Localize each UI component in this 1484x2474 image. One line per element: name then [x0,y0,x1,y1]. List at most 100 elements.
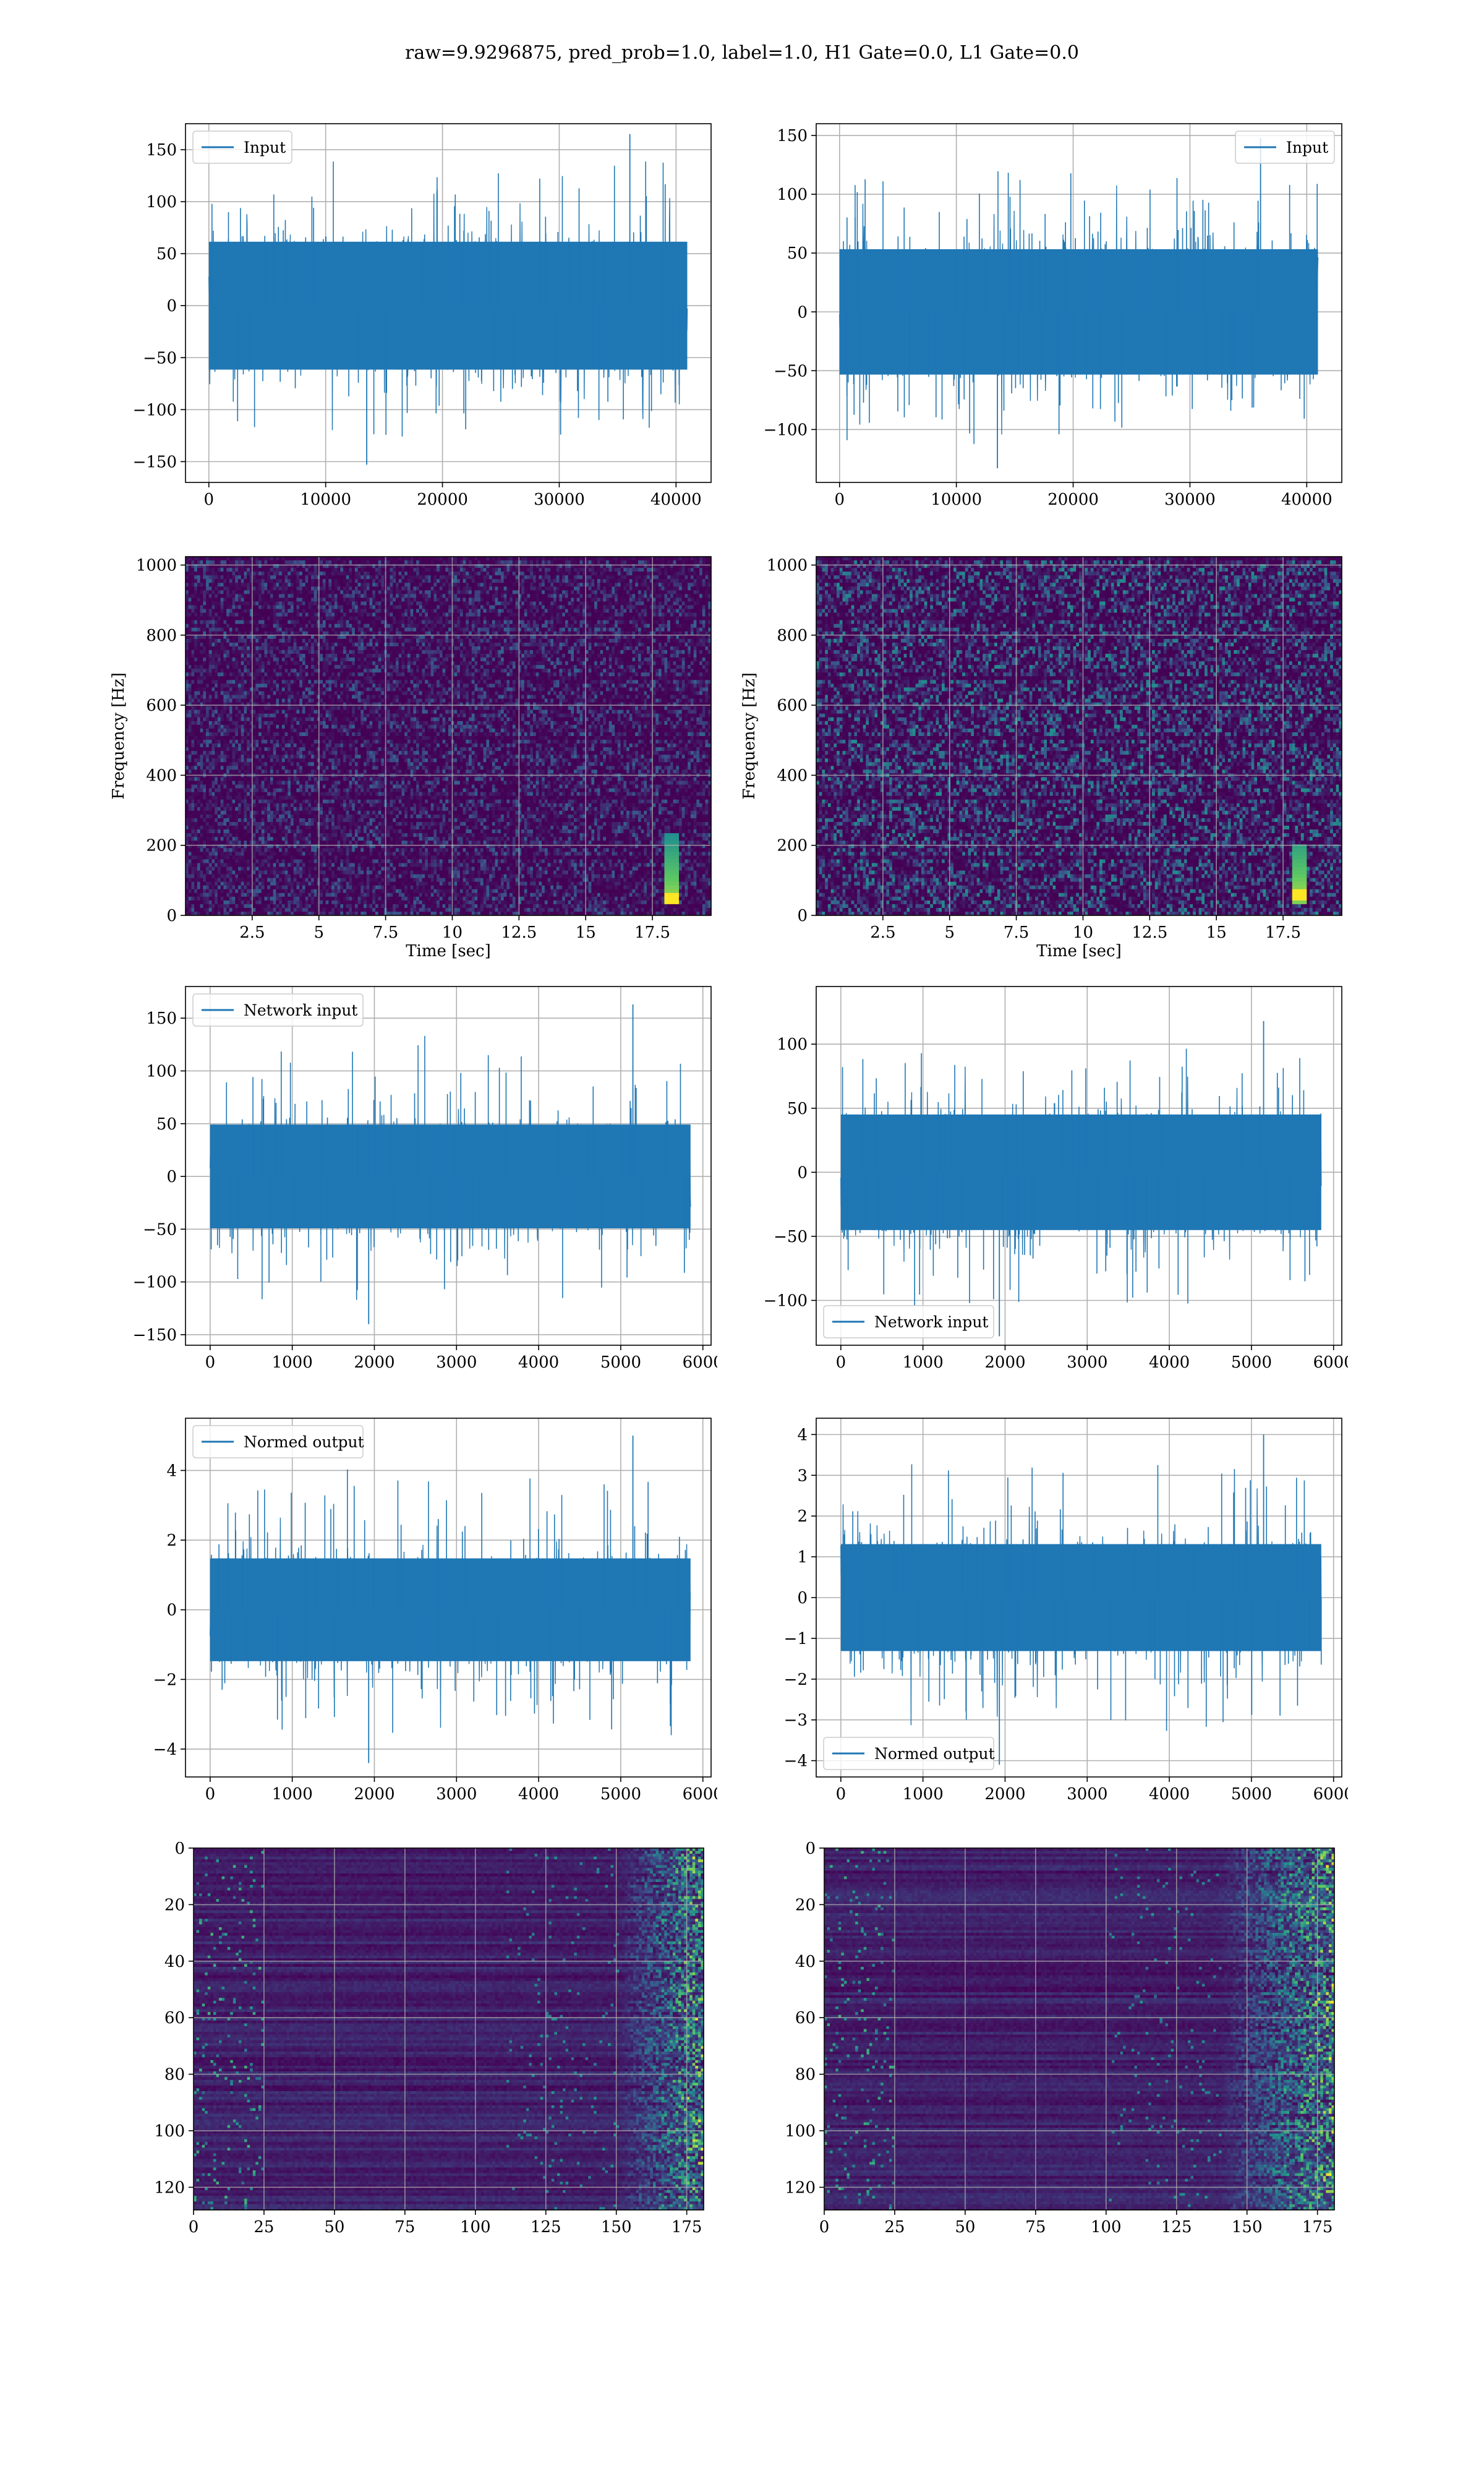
heatmap-cell [273,769,276,774]
heatmap-cell [229,901,232,905]
heatmap-cell [320,695,323,700]
heatmap-cell [255,833,258,837]
heatmap-cell [311,893,314,897]
heatmap-cell [226,732,229,737]
heatmap-cell [291,811,294,815]
heatmap-cell [238,848,241,852]
heatmap-cell [267,699,270,703]
heatmap-cell [244,871,247,875]
heatmap-cell [323,826,326,830]
heatmap-cell [262,897,265,901]
heatmap-cell [194,848,197,852]
heatmap-cell [255,901,258,905]
heatmap-cell [218,875,221,879]
heatmap-cell [294,811,297,815]
heatmap-cell [262,882,265,886]
heatmap-cell [215,736,218,740]
heatmap-cell [320,908,323,912]
heatmap-cell [226,769,229,774]
heatmap-cell [258,650,262,654]
heatmap-cell [235,635,238,640]
heatmap-cell [279,703,282,707]
heatmap-cell [221,594,224,598]
heatmap-cell [305,654,309,658]
heatmap-cell [276,672,279,677]
heatmap-cell [221,833,224,837]
heatmap-cell [206,792,209,797]
heatmap-cell [302,672,305,677]
heatmap-cell [273,624,276,628]
heatmap-cell [262,613,265,617]
heatmap-cell [323,833,326,837]
heatmap-cell [320,833,323,837]
heatmap-cell [253,594,256,598]
heatmap-cell [294,792,297,797]
heatmap-cell [299,687,302,691]
heatmap-cell [253,620,256,625]
heatmap-cell [215,766,218,770]
heatmap-cell [191,781,194,785]
heatmap-cell [288,606,291,610]
heatmap-cell [291,721,294,726]
heatmap-cell [308,646,311,651]
heatmap-cell [235,676,238,680]
heatmap-cell [323,789,326,793]
heatmap-cell [238,617,241,621]
heatmap-cell [285,676,288,680]
heatmap-cell [288,710,291,714]
heatmap-cell [314,818,317,823]
heatmap-cell [270,721,273,726]
heatmap-cell [241,855,244,860]
heatmap-cell [314,871,317,875]
heatmap-cell [320,904,323,909]
heatmap-cell [189,893,192,897]
heatmap-cell [288,826,291,830]
heatmap-cell [189,833,192,837]
heatmap-cell [314,665,317,669]
heatmap-cell [194,680,197,684]
heatmap-cell [215,807,218,811]
heatmap-cell [308,878,311,883]
heatmap-cell [302,568,305,572]
heatmap-cell [262,815,265,819]
heatmap-cell [229,597,232,602]
heatmap-cell [212,863,215,867]
heatmap-cell [282,859,285,863]
heatmap-cell [212,800,215,804]
heatmap-cell [194,661,197,666]
heatmap-cell [223,762,226,766]
heatmap-cell [262,766,265,770]
heatmap-cell [299,575,302,580]
heatmap-cell [282,792,285,797]
heatmap-cell [209,628,212,632]
heatmap-cell [197,624,200,628]
heatmap-cell [212,665,215,669]
heatmap-cell [285,680,288,684]
heatmap-cell [244,729,247,733]
heatmap-cell [273,875,276,879]
heatmap-cell [308,781,311,785]
heatmap-cell [320,818,323,823]
heatmap-cell [314,829,317,834]
heatmap-cell [253,826,256,830]
heatmap-cell [232,848,236,852]
heatmap-cell [238,871,241,875]
heatmap-cell [221,646,224,651]
heatmap-cell [305,852,309,856]
heatmap-cell [311,811,314,815]
heatmap-cell [194,901,197,905]
heatmap-cell [218,725,221,729]
heatmap-cell [282,904,285,909]
heatmap-cell [191,676,194,680]
heatmap-cell [229,829,232,834]
heatmap-cell [238,557,241,561]
heatmap-cell [267,583,270,587]
heatmap-cell [282,628,285,632]
heatmap-cell [296,594,299,598]
heatmap-cell [247,740,250,744]
heatmap-cell [323,657,326,662]
heatmap-cell [221,665,224,669]
heatmap-cell [223,635,226,640]
heatmap-cell [203,762,206,766]
heatmap-cell [314,725,317,729]
